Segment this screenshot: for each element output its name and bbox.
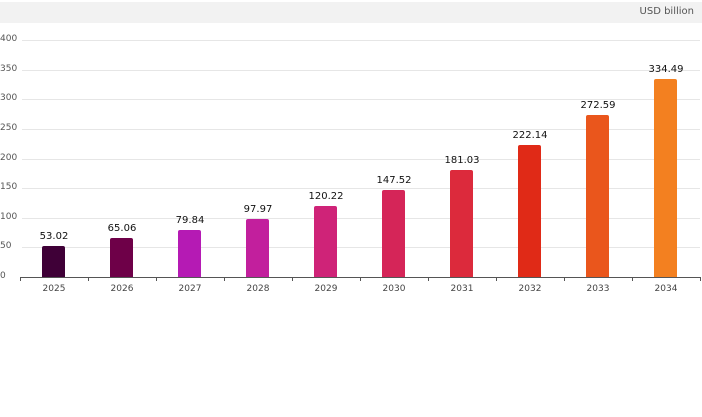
bar-2033 [586,115,609,277]
gridline [22,129,700,130]
bar-2031 [450,170,473,277]
x-axis-tick [496,277,497,281]
bar-2030 [382,190,405,277]
gridline [22,247,700,248]
value-label: 53.02 [39,231,69,242]
x-axis-tick [156,277,157,281]
gridline [22,159,700,160]
x-tick-label: 2029 [314,284,338,294]
value-label: 272.59 [580,100,616,111]
bar-2027 [178,230,201,277]
y-tick-label: 350 [0,64,18,74]
y-tick-label: 250 [0,123,18,133]
bar-2032 [518,145,541,277]
x-axis-tick [292,277,293,281]
y-tick-label: 300 [0,93,18,103]
value-label: 334.49 [648,64,684,75]
x-axis-tick [700,277,701,281]
x-axis-tick [632,277,633,281]
y-tick-label: 150 [0,182,18,192]
x-axis-tick [564,277,565,281]
x-tick-label: 2026 [110,284,134,294]
y-tick-label: 400 [0,34,18,44]
y-tick-label: 200 [0,153,18,163]
x-tick-label: 2034 [654,284,678,294]
x-axis-tick [428,277,429,281]
bar-2025 [42,246,65,277]
value-label: 97.97 [243,204,273,215]
value-label: 79.84 [175,215,205,226]
x-tick-label: 2028 [246,284,270,294]
x-tick-label: 2032 [518,284,542,294]
gridline [22,99,700,100]
gridline [22,40,700,41]
x-axis-tick [20,277,21,281]
gridline [22,70,700,71]
value-label: 181.03 [444,155,480,166]
gridline [22,188,700,189]
x-axis-tick [360,277,361,281]
value-label: 120.22 [308,191,344,202]
unit-label: USD billion [639,6,694,17]
unit-header-band: USD billion [0,2,702,23]
x-axis-tick [88,277,89,281]
y-tick-label: 100 [0,212,18,222]
bar-2029 [314,206,337,277]
value-label: 147.52 [376,175,412,186]
bar-2026 [110,238,133,277]
x-tick-label: 2030 [382,284,406,294]
gridline [22,218,700,219]
x-axis-tick [224,277,225,281]
y-tick-label: 0 [0,271,6,281]
x-tick-label: 2027 [178,284,202,294]
x-tick-label: 2033 [586,284,610,294]
x-tick-label: 2031 [450,284,474,294]
bar-2034 [654,79,677,277]
value-label: 222.14 [512,130,548,141]
bar-2028 [246,219,269,277]
value-label: 65.06 [107,223,137,234]
x-tick-label: 2025 [42,284,66,294]
y-tick-label: 50 [0,241,12,251]
